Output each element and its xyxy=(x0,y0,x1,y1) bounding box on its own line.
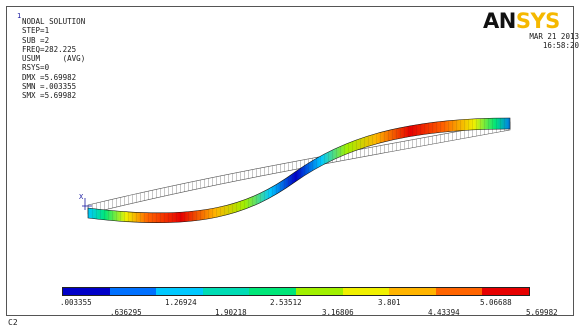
legend-swatch xyxy=(63,288,110,295)
date-label: MAR 21 2013 xyxy=(529,32,579,41)
legend-swatch xyxy=(249,288,296,295)
graphics-window[interactable]: 1 NODAL SOLUTION STEP=1 SUB =2 FREQ=282.… xyxy=(6,6,579,316)
legend-swatch xyxy=(109,288,157,295)
legend-swatch xyxy=(435,288,483,295)
info-line: FREQ=282.225 xyxy=(22,44,77,54)
legend-upper-ticks: .003355 1.26924 2.53512 3.801 5.06688 xyxy=(0,298,580,308)
info-line: DMX =5.69982 xyxy=(22,72,77,82)
deformed-beam-mesh xyxy=(88,118,510,223)
info-line: RSYS=0 xyxy=(22,63,50,73)
contour-legend-bar xyxy=(62,287,530,296)
legend-tick: .636295 xyxy=(110,308,142,317)
legend-swatch xyxy=(482,288,529,295)
info-line: USUM (AVG) xyxy=(22,54,86,64)
ansys-logo: ANSYS xyxy=(483,9,560,33)
legend-swatch xyxy=(389,288,436,295)
logo-text-accent: SYS xyxy=(515,9,560,33)
info-line: STEP=1 xyxy=(22,26,50,36)
logo-text: AN xyxy=(483,9,516,33)
solution-info: NODAL SOLUTION STEP=1 SUB =2 FREQ=282.22… xyxy=(22,17,85,101)
window-number: 1 xyxy=(17,12,22,20)
info-line: SUB =2 xyxy=(22,35,50,45)
axis-triad-label: X xyxy=(79,193,84,201)
legend-tick: 1.90218 xyxy=(215,308,247,317)
legend-tick: .003355 xyxy=(60,298,92,307)
undeformed-mesh xyxy=(87,121,511,215)
legend-tick: 3.16806 xyxy=(322,308,354,317)
time-label: 16:58:20 xyxy=(542,41,579,50)
legend-swatch xyxy=(156,288,203,295)
legend-tick: 1.26924 xyxy=(165,298,197,307)
info-line: SMX =5.69982 xyxy=(22,91,77,101)
legend-swatch xyxy=(202,288,250,295)
legend-tick: 2.53512 xyxy=(270,298,302,307)
legend-lower-ticks: .636295 1.90218 3.16806 4.43394 5.69982 xyxy=(0,308,580,318)
info-line: SMN =.003355 xyxy=(22,82,77,92)
legend-tick: 5.69982 xyxy=(526,308,558,317)
legend-swatch xyxy=(342,288,390,295)
legend-tick: 3.801 xyxy=(378,298,401,307)
legend-tick: 4.43394 xyxy=(428,308,460,317)
info-line: NODAL SOLUTION xyxy=(22,17,86,26)
timestamp: MAR 21 2013 16:58:20 xyxy=(507,32,579,50)
legend-swatch xyxy=(295,288,343,295)
legend-tick: 5.06688 xyxy=(480,298,512,307)
corner-label: C2 xyxy=(8,318,18,327)
